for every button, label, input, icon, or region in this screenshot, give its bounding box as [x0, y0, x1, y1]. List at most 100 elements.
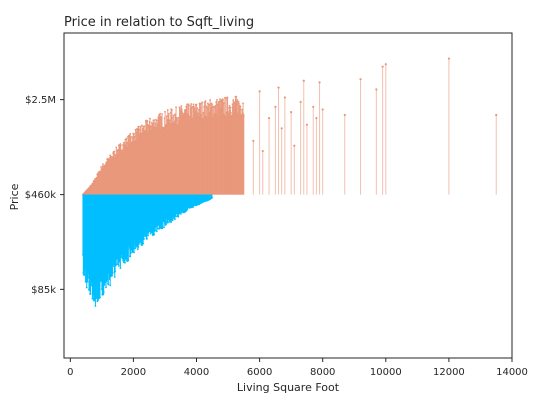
- point-above: [130, 136, 132, 138]
- y-axis-label: Price: [8, 183, 21, 210]
- point-above: [143, 125, 146, 128]
- point-above: [164, 110, 166, 113]
- point-below: [146, 238, 148, 240]
- point-above: [170, 108, 173, 111]
- point-below: [149, 232, 152, 235]
- point-below: [139, 240, 141, 243]
- outlier-point: [359, 78, 362, 81]
- point-above: [201, 101, 204, 104]
- outlier-point: [290, 111, 293, 114]
- point-above: [195, 103, 198, 106]
- point-above: [229, 106, 232, 109]
- point-above: [227, 111, 229, 113]
- point-above: [175, 117, 178, 120]
- point-above: [181, 110, 184, 113]
- point-below: [171, 219, 174, 222]
- outlier-point: [280, 127, 283, 130]
- point-below: [161, 227, 164, 230]
- y-axis-ticks: $85k $460k $2.5M: [25, 95, 64, 296]
- point-below: [96, 300, 99, 303]
- point-above: [196, 107, 199, 110]
- point-above: [189, 104, 191, 107]
- point-below: [109, 284, 112, 287]
- marks-above-baseline: [82, 95, 245, 196]
- point-above: [239, 105, 242, 108]
- point-above: [149, 117, 151, 120]
- point-above: [242, 113, 245, 116]
- point-below: [103, 283, 106, 286]
- point-below: [83, 274, 86, 276]
- x-axis-ticks: 0 2000 4000 6000 8000 10000 12000 14000: [67, 358, 528, 378]
- point-above: [205, 105, 207, 108]
- point-above: [133, 135, 136, 138]
- point-above: [113, 150, 116, 153]
- point-above: [192, 103, 195, 106]
- point-above: [233, 101, 236, 104]
- x-tick-label: 4000: [184, 367, 209, 378]
- point-above: [180, 105, 183, 108]
- outlier-point: [318, 81, 321, 84]
- point-below: [86, 276, 89, 279]
- point-below: [133, 251, 135, 254]
- point-below: [166, 221, 169, 224]
- point-above: [167, 112, 170, 115]
- point-below: [117, 265, 120, 267]
- point-above: [153, 119, 156, 122]
- point-below: [141, 244, 143, 247]
- outlier-point: [261, 149, 264, 153]
- point-above: [242, 115, 245, 117]
- point-above: [146, 119, 149, 122]
- point-above: [216, 99, 218, 101]
- point-above: [172, 114, 175, 117]
- outlier-point: [315, 116, 318, 120]
- point-above: [181, 112, 184, 115]
- point-below: [170, 221, 173, 223]
- outlier-point: [252, 139, 255, 142]
- point-above: [222, 99, 224, 102]
- point-above: [124, 138, 127, 141]
- point-above: [228, 104, 231, 107]
- point-above: [220, 99, 223, 102]
- outlier-point: [258, 90, 261, 93]
- point-below: [155, 230, 158, 233]
- outlier-point: [293, 144, 296, 147]
- plot-frame: [63, 32, 513, 359]
- point-below: [107, 283, 110, 286]
- point-below: [211, 196, 213, 199]
- point-above: [171, 116, 174, 119]
- point-above: [178, 106, 181, 109]
- y-tick-label: $2.5M: [25, 95, 56, 106]
- outlier-point: [299, 100, 302, 104]
- x-tick-label: 10000: [370, 367, 402, 378]
- point-below: [89, 292, 92, 295]
- point-below: [136, 248, 139, 251]
- outlier-point: [302, 79, 305, 82]
- point-above: [174, 113, 176, 116]
- point-above: [209, 99, 212, 101]
- x-axis-label: Living Square Foot: [237, 381, 340, 394]
- point-below: [154, 229, 157, 232]
- point-below: [113, 275, 116, 278]
- point-below: [156, 227, 159, 230]
- outlier-point: [283, 96, 286, 99]
- point-below: [180, 213, 182, 215]
- point-above: [115, 146, 118, 149]
- point-below: [153, 233, 156, 236]
- point-above: [161, 113, 163, 115]
- point-below: [163, 226, 165, 229]
- point-below: [147, 234, 149, 237]
- point-below: [142, 242, 145, 245]
- point-above: [219, 98, 221, 101]
- point-below: [186, 207, 189, 210]
- x-tick-label: 0: [67, 367, 73, 378]
- point-below: [116, 263, 119, 266]
- point-above: [102, 163, 104, 166]
- point-above: [200, 102, 202, 105]
- point-below: [94, 305, 97, 307]
- point-above: [180, 108, 183, 111]
- point-above: [159, 112, 162, 115]
- point-below: [174, 218, 176, 221]
- point-below: [129, 252, 132, 255]
- point-below: [115, 263, 118, 266]
